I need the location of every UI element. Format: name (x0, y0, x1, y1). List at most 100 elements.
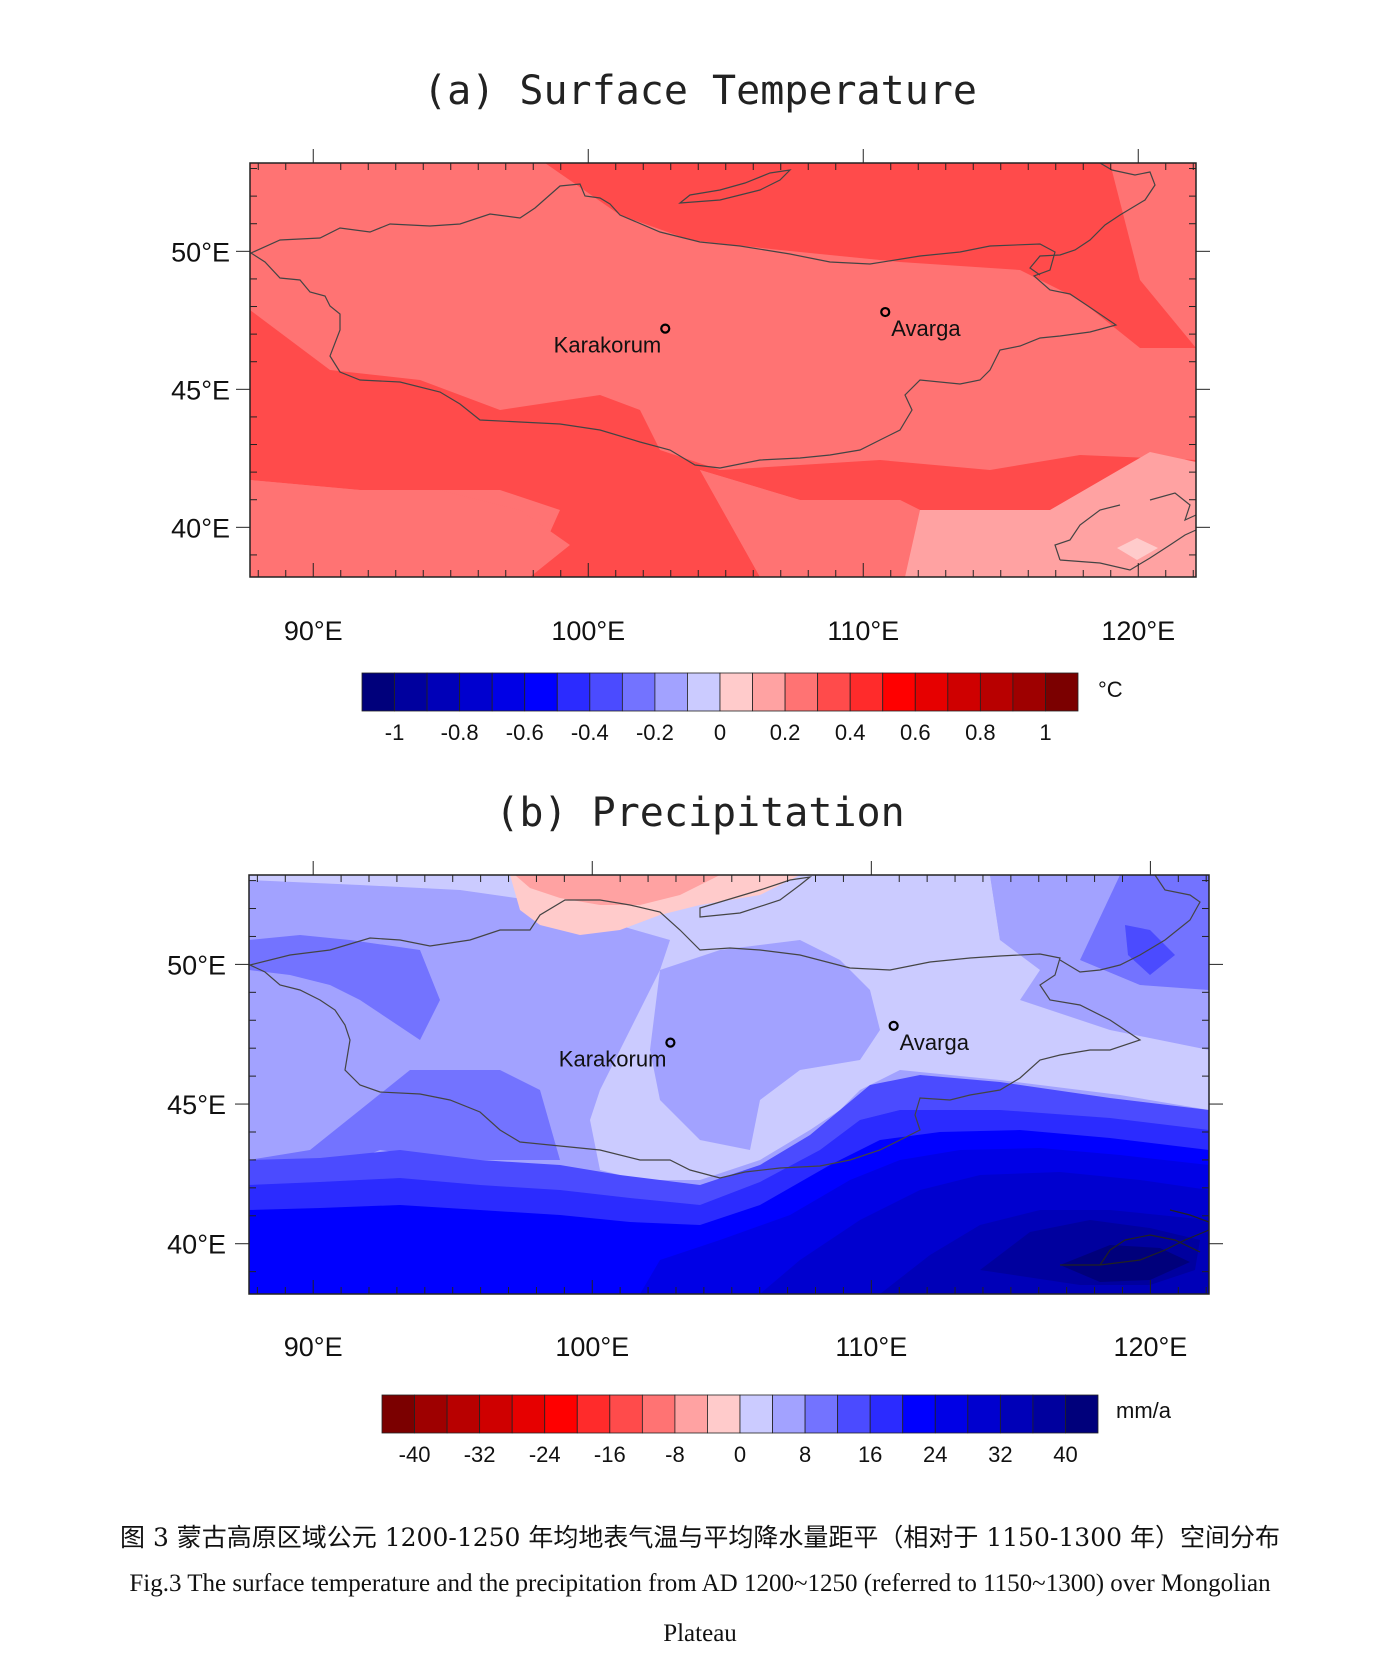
colorbar-swatch (394, 672, 428, 712)
colorbar-swatch (849, 672, 884, 712)
colorbar-swatch (784, 672, 819, 712)
colorbar-tick-label: 16 (858, 1442, 882, 1467)
colorbar-swatch (999, 1394, 1034, 1434)
panel-b-frame (248, 874, 1210, 1295)
colorbar-swatch (414, 1394, 448, 1434)
colorbar-tick-label: -0.8 (441, 720, 479, 745)
site-marker-avarga (888, 1020, 899, 1031)
colorbar-swatch (837, 1394, 871, 1434)
temp-level-0.2-0.3-southwest (250, 480, 570, 577)
colorbar-swatch (576, 1394, 611, 1434)
temp-level-0.3-0.4-north (545, 163, 1196, 348)
lake-baikal (678, 169, 792, 204)
panel-a-y-tick-labels: 50°E 45°E 40°E (171, 237, 230, 543)
panel-a-sites: Karakorum Avarga (554, 306, 961, 358)
y-tick-label: 50°E (167, 950, 226, 980)
colorbar-swatch (479, 1394, 513, 1434)
china-northeast-border (1059, 875, 1201, 973)
colorbar-swatch (707, 1394, 741, 1434)
colorbar-swatch (804, 1394, 839, 1434)
colorbar-tick-label: 32 (988, 1442, 1012, 1467)
site-marker-avarga (880, 306, 891, 318)
colorbar-tick-label: 0 (734, 1442, 746, 1467)
x-tick-label: 110°E (835, 1332, 907, 1362)
colorbar-swatch (654, 672, 688, 712)
panel-b-y-tick-labels: 50°E 45°E 40°E (167, 950, 226, 1259)
colorbar-swatch (687, 672, 721, 712)
temperature-field (250, 163, 1196, 577)
colorbar-swatch (752, 672, 786, 712)
bohai-coastline (1054, 492, 1196, 571)
panel-a-x-tick-labels: 90°E 100°E 110°E 120°E (284, 616, 1175, 646)
colorbar-swatch (882, 672, 916, 712)
panel-a-colorbar: -1 -0.8 -0.6 -0.4 -0.2 0 0.2 0.4 0.6 0.8 1 °C (361, 672, 1123, 745)
caption-chinese: 图 3 蒙古高原区域公元 1200-1250 年均地表气温与平均降水量距平（相对… (120, 1523, 1280, 1552)
china-northeast-border (1029, 163, 1156, 276)
site-marker-karakorum (660, 323, 671, 334)
colorbar-swatch (934, 1394, 969, 1434)
x-tick-label: 100°E (551, 616, 625, 646)
colorbar-swatch (739, 1394, 773, 1434)
panel-a-ticks (236, 149, 1210, 577)
colorbar-tick-label: 1 (1039, 720, 1051, 745)
panel-b-sites: Karakorum Avarga (559, 1020, 970, 1072)
mongolia-border (249, 899, 1142, 1179)
y-tick-label: 50°E (171, 237, 230, 267)
colorbar-swatch (772, 1394, 806, 1434)
colorbar-swatch (1065, 1394, 1099, 1434)
colorbar-tick-label: 40 (1053, 1442, 1077, 1467)
colorbar-swatch (641, 1394, 676, 1434)
colorbar-swatch (589, 672, 623, 712)
y-tick-label: 45°E (171, 375, 230, 405)
colorbar-swatch (979, 672, 1014, 712)
site-label-karakorum: Karakorum (559, 1047, 667, 1072)
x-tick-label: 110°E (827, 616, 899, 646)
colorbar-tick-label: 0 (714, 720, 726, 745)
temp-level-0.2-0.3-northeast (1110, 163, 1196, 348)
colorbar-tick-label: -32 (464, 1442, 496, 1467)
colorbar-unit: mm/a (1116, 1398, 1172, 1423)
colorbar-tick-label: -0.4 (571, 720, 609, 745)
colorbar-tick-label: 24 (923, 1442, 947, 1467)
colorbar-swatch (609, 1394, 643, 1434)
colorbar-swatch (524, 672, 558, 712)
precip-level-40-plus-e (1060, 1245, 1190, 1282)
precipitation-field (249, 875, 1209, 1294)
colorbar-swatch (361, 672, 395, 712)
precip-level-24-32-northeast (1125, 925, 1175, 975)
colorbar-swatch (556, 672, 591, 712)
colorbar-swatch (902, 1394, 936, 1434)
colorbar-swatch (914, 672, 949, 712)
precip-level-16-24-west (249, 935, 440, 1040)
precip-level-8-16-center (650, 940, 880, 1150)
colorbar-unit: °C (1098, 677, 1123, 702)
colorbar-swatch (544, 1394, 578, 1434)
precip-level-neg16-neg8 (515, 875, 720, 905)
colorbar-tick-label: -40 (399, 1442, 431, 1467)
mongolia-border (250, 183, 1118, 469)
colorbar-tick-label: -8 (665, 1442, 685, 1467)
panel-a-frame (249, 162, 1197, 578)
site-label-avarga: Avarga (900, 1030, 970, 1055)
panel-a-title: (a) Surface Temperature (423, 68, 977, 114)
colorbar-tick-label: 0.6 (900, 720, 931, 745)
colorbar-swatch (621, 672, 656, 712)
colorbar-swatch (1012, 672, 1046, 712)
panel-b-x-tick-labels: 90°E 100°E 110°E 120°E (284, 1332, 1188, 1362)
x-tick-label: 120°E (1113, 1332, 1187, 1362)
temp-level-0-0.1 (1117, 538, 1158, 560)
precip-level-16-24-southwest (249, 1070, 560, 1170)
colorbar-tick-label: -0.6 (506, 720, 544, 745)
x-tick-label: 90°E (284, 616, 343, 646)
colorbar-tick-label: 0.8 (965, 720, 996, 745)
colorbar-swatch (459, 672, 493, 712)
panel-b-title: (b) Precipitation (495, 790, 905, 836)
colorbar-tick-label: 0.2 (770, 720, 801, 745)
colorbar-swatch (967, 1394, 1001, 1434)
lake-baikal (699, 876, 813, 918)
y-tick-label: 40°E (171, 513, 230, 543)
colorbar-swatch (719, 672, 753, 712)
colorbar-tick-label: -16 (594, 1442, 626, 1467)
x-tick-label: 100°E (555, 1332, 629, 1362)
